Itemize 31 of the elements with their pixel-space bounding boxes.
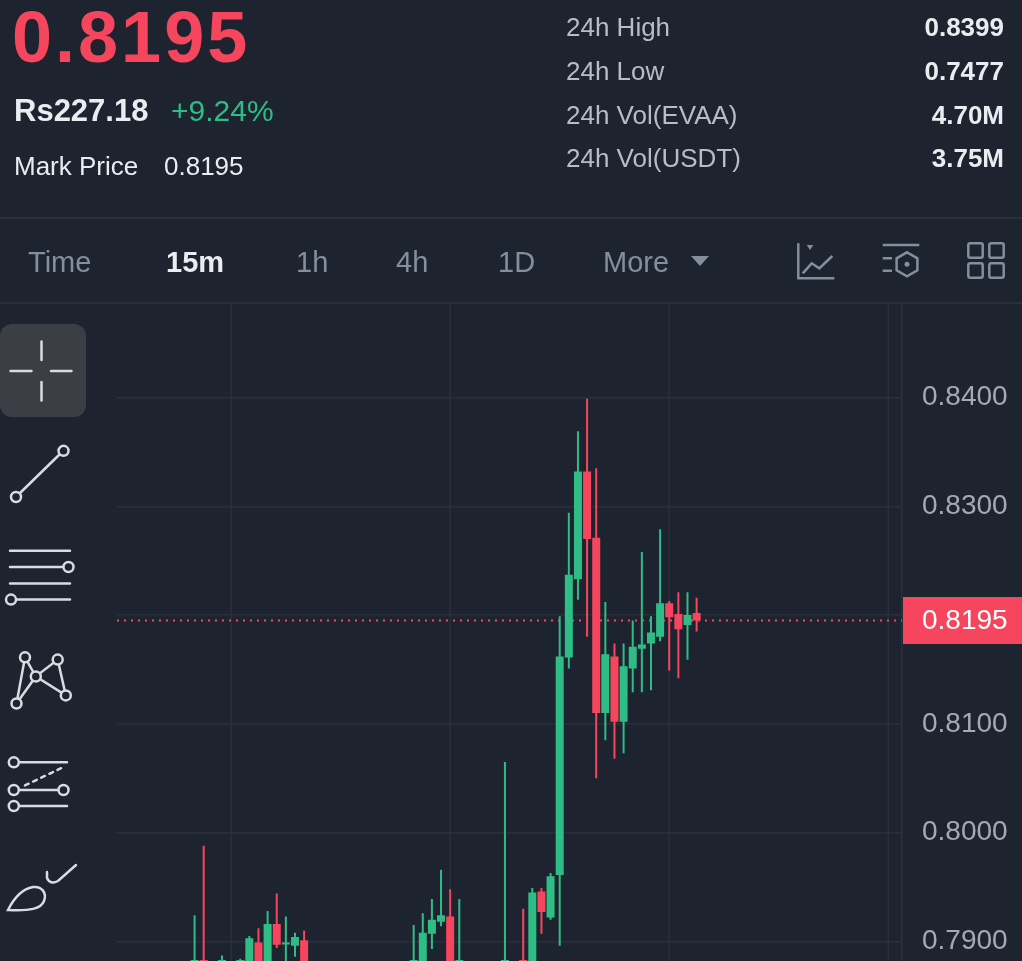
ref-line-label: 0.8195 [922,604,1008,636]
candlestick [500,761,509,961]
text: 1h [296,246,329,279]
text: 0.7477 [924,55,1004,86]
text: 0.8399 [924,11,1004,42]
y-tick-label: 0.8400 [922,380,1008,412]
text: 1D [498,246,536,279]
text: Time [28,246,92,279]
y-tick-label: 0.8000 [922,815,1008,847]
text: 4h [396,246,429,279]
text: +9.24% [171,93,274,127]
text: 24h High [566,11,671,42]
text: Mark Price [14,150,139,181]
text: 0.8195 [12,0,251,78]
text: 0.8195 [164,150,244,181]
text: 15m [166,246,225,279]
y-tick-label: 0.8100 [922,706,1008,738]
candlestick [190,915,199,961]
text: 24h Vol(USDT) [566,142,741,173]
text: 3.75M [931,142,1004,173]
candlestick [199,845,208,961]
text: More [603,246,670,279]
text: 24h Vol(EVAA) [566,99,738,130]
candlestick [455,899,464,961]
text: Rs227.18 [14,92,149,128]
text: 24h Low [566,55,665,86]
text: 4.70M [931,99,1004,130]
y-tick-label: 0.7900 [922,924,1008,956]
candlestick [519,908,528,961]
y-tick-label: 0.8300 [922,489,1008,521]
candlestick [683,592,692,660]
